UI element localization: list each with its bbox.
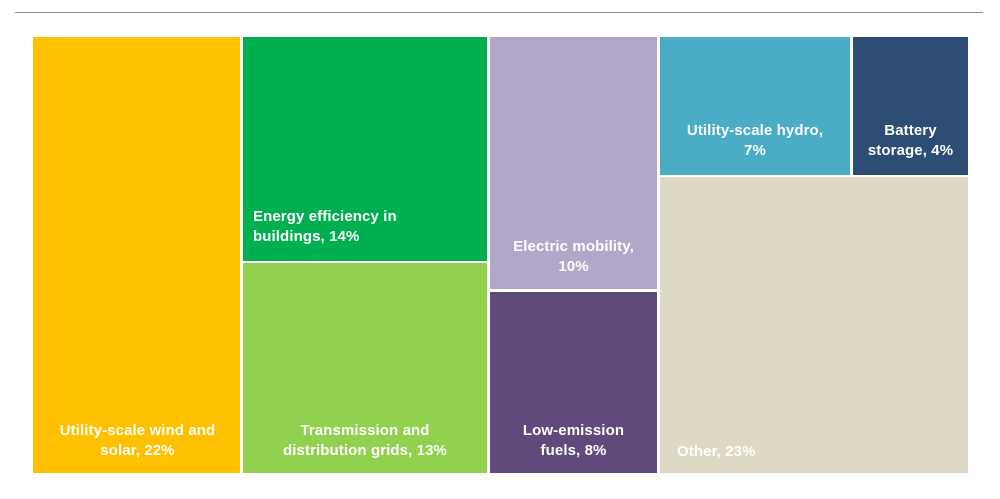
treemap-tile-low-emission-fuels bbox=[490, 292, 657, 473]
treemap-tile-battery-storage bbox=[853, 37, 968, 175]
treemap-tile-wind-solar bbox=[33, 37, 240, 473]
treemap-label-other: Other, 23% bbox=[677, 443, 756, 460]
treemap-label-efficiency-buildings: Energy efficiency in buildings, 14% bbox=[253, 208, 397, 245]
treemap-label-hydro: Utility-scale hydro, 7% bbox=[686, 122, 824, 159]
treemap-tile-hydro bbox=[660, 37, 850, 175]
treemap-label-wind-solar: Utility-scale wind and solar, 22% bbox=[59, 422, 216, 459]
treemap-tile-other bbox=[660, 177, 968, 473]
treemap-label-low-emission-fuels: Low-emission fuels, 8% bbox=[522, 422, 625, 459]
treemap-tile-grids bbox=[243, 263, 487, 473]
top-rule bbox=[15, 12, 983, 13]
treemap-label-battery-storage: Battery storage, 4% bbox=[867, 122, 954, 159]
treemap-label-grids: Transmission and distribution grids, 13% bbox=[283, 422, 447, 459]
treemap-tile-efficiency-buildings bbox=[243, 37, 487, 261]
treemap-tile-electric-mobility bbox=[490, 37, 657, 289]
treemap-label-electric-mobility: Electric mobility, 10% bbox=[513, 238, 634, 275]
